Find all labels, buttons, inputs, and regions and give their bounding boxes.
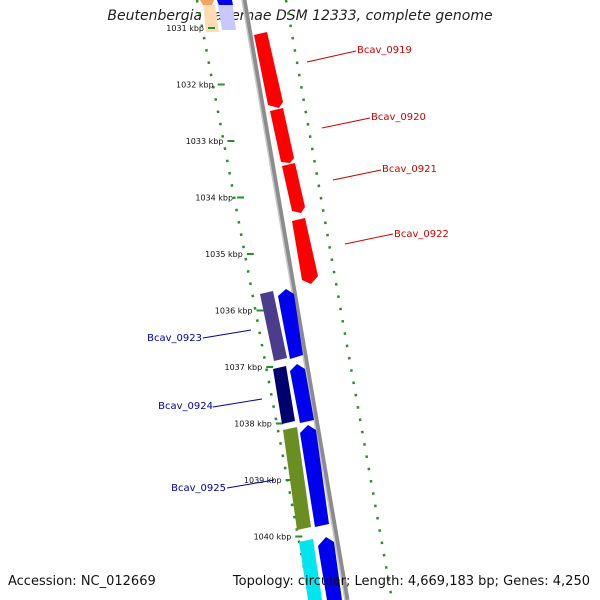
partial-orange-feature [200, 0, 214, 5]
label-leader-bcav-0920 [321, 117, 371, 129]
accession-text: Accession: NC_012669 [8, 574, 156, 589]
gene-arrow-bcav-0922[interactable] [292, 218, 318, 284]
label-leader-bcav-0924 [212, 398, 263, 408]
partial-blue-feature-top [217, 0, 233, 5]
scale-label: 1037 kbp [224, 363, 262, 372]
gene-label-bcav-0920[interactable]: Bcav_0920 [371, 112, 426, 123]
gene-arrow-bcav-0920[interactable] [270, 108, 294, 163]
partial-peach-feature [203, 5, 219, 32]
gc-track-inner [195, 0, 312, 600]
scale-label: 1033 kbp [186, 137, 224, 146]
gene-arrow-bcav-0921[interactable] [282, 163, 305, 213]
gene-arrow-blue-2[interactable] [290, 364, 314, 423]
gene-arrow-blue-1[interactable] [278, 289, 303, 359]
scale-label: 1039 kbp [244, 476, 282, 485]
gene-arrow-cyan[interactable] [299, 539, 322, 600]
scale-label: 1038 kbp [234, 420, 272, 429]
label-leader-bcav-0919 [306, 50, 357, 63]
label-leader-bcav-0921 [332, 169, 382, 181]
label-leader-bcav-0922 [344, 233, 394, 245]
gene-arrow-blue-3[interactable] [300, 425, 329, 527]
gene-arrow-bcav-0919[interactable] [254, 32, 283, 108]
scale-label: 1032 kbp [176, 81, 214, 90]
gene-arrow-bcav-0923[interactable] [260, 291, 287, 361]
topology-text: Topology: circular; Length: 4,669,183 bp… [232, 574, 590, 589]
gene-arrow-bcav-0925[interactable] [283, 427, 311, 530]
gene-label-bcav-0924[interactable]: Bcav_0924 [158, 401, 213, 412]
gene-label-bcav-0919[interactable]: Bcav_0919 [357, 45, 412, 56]
gene-arrow-bcav-0924[interactable] [273, 366, 295, 424]
scale-label: 1036 kbp [215, 307, 253, 316]
genome-backbone [241, 0, 350, 600]
partial-blue-feature [217, 0, 236, 30]
scale-label: 1034 kbp [195, 194, 233, 203]
gene-label-bcav-0925[interactable]: Bcav_0925 [171, 483, 226, 494]
gc-track-outer [284, 0, 394, 600]
scale-label: 1040 kbp [254, 533, 292, 542]
map-title: Beutenbergia cavernae DSM 12333, complet… [107, 8, 493, 24]
label-leader-bcav-0925 [226, 479, 275, 489]
scale-label: 1031 kbp [166, 24, 204, 33]
gene-arrow-blue-4[interactable] [318, 537, 342, 600]
label-leader-bcav-0923 [202, 329, 252, 339]
scale-label: 1035 kbp [205, 250, 243, 259]
gene-label-bcav-0921[interactable]: Bcav_0921 [382, 164, 437, 175]
gene-label-bcav-0922[interactable]: Bcav_0922 [394, 229, 449, 240]
gene-label-bcav-0923[interactable]: Bcav_0923 [147, 333, 202, 344]
